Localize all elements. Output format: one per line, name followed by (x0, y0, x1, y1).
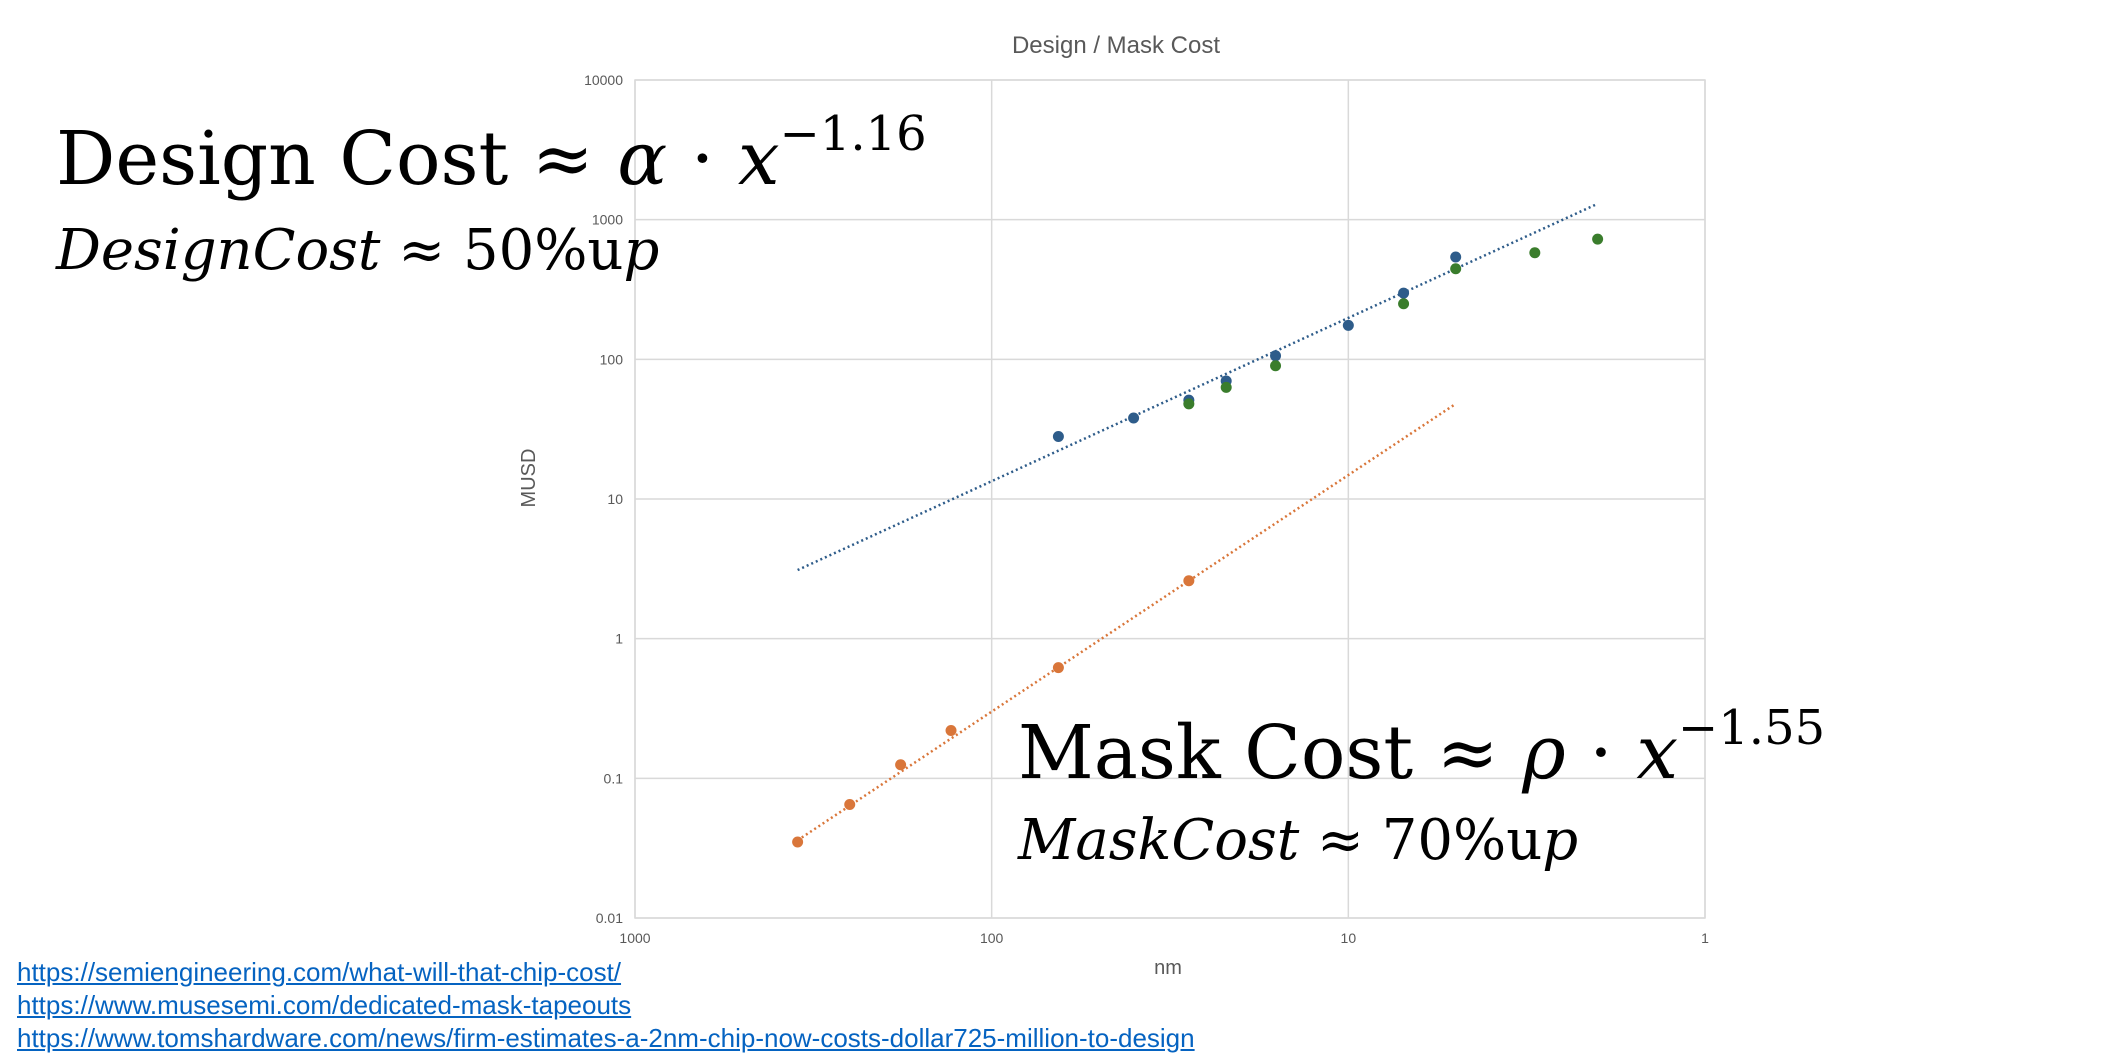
design-cost-label: Design Cost (56, 116, 509, 202)
y-tick-label: 1 (615, 631, 623, 647)
mask-growth-unit: u (1506, 808, 1543, 873)
rho-symbol: ρ (1522, 710, 1566, 796)
mask-exponent: −1.55 (1678, 700, 1826, 756)
y-tick-label: 100 (600, 351, 624, 367)
data-point-series-0 (1398, 287, 1410, 299)
data-point-series-1 (1529, 247, 1541, 259)
mask-cost-label: Mask Cost (1018, 710, 1414, 796)
data-point-series-2 (895, 759, 907, 771)
trendlines (796, 202, 1599, 842)
data-point-series-0 (1270, 350, 1282, 362)
data-point-series-1 (1450, 263, 1462, 275)
dot-symbol: · (690, 116, 715, 202)
mask-cost-growth-label: MaskCost (1018, 808, 1300, 873)
y-tick-label: 1000 (592, 212, 623, 228)
x-tick-label: 1000 (619, 930, 650, 946)
design-cost-growth: DesignCost ≈ 50%up (56, 218, 659, 283)
design-cost-growth-label: DesignCost (56, 218, 381, 283)
approx-symbol: ≈ (531, 116, 594, 202)
source-links: https://semiengineering.com/what-will-th… (17, 956, 1195, 1055)
trendline-series-2 (796, 402, 1457, 842)
data-point-series-1 (1398, 298, 1410, 310)
data-point-series-2 (1183, 575, 1195, 587)
x-tick-label: 1 (1701, 930, 1709, 946)
data-point-series-0 (1450, 251, 1462, 263)
mask-growth-tail: p (1542, 808, 1579, 873)
data-point-series-0 (1342, 319, 1354, 331)
data-point-series-1 (1270, 360, 1282, 372)
dot-symbol: · (1589, 710, 1613, 796)
plot-border (634, 79, 1706, 919)
grid (634, 79, 1706, 919)
design-growth-unit: u (587, 218, 624, 283)
mask-cost-growth: MaskCost ≈ 70%up (1018, 808, 1578, 873)
chart-title: Design / Mask Cost (1012, 32, 1220, 59)
data-point-series-2 (792, 836, 804, 848)
x-variable: x (1636, 710, 1679, 796)
x-axis-title: nm (1154, 957, 1182, 979)
approx-symbol: ≈ (398, 218, 446, 283)
data-point-series-2 (844, 798, 856, 810)
data-point-series-1 (1592, 233, 1604, 245)
design-cost-equation: Design Cost ≈ α · x−1.16 (56, 106, 927, 202)
x-tick-label: 100 (980, 930, 1004, 946)
data-point-series-0 (1128, 412, 1140, 424)
x-tick-label: 10 (1341, 930, 1357, 946)
y-tick-label: 10000 (584, 72, 623, 88)
trendline-series-0 (797, 202, 1599, 572)
source-link-tomshardware[interactable]: https://www.tomshardware.com/news/firm-e… (17, 1023, 1195, 1053)
mask-cost-equation: Mask Cost ≈ ρ · x−1.55 (1018, 700, 1825, 796)
data-point-series-2 (945, 725, 957, 737)
design-growth-tail: p (623, 218, 660, 283)
mask-growth-percent: 70% (1381, 808, 1507, 873)
tick-labels: 0.01 0.1 1 10 100 1000 10000 1000 100 10 1 (584, 72, 1709, 946)
alpha-symbol: α (617, 116, 668, 202)
source-link-semiengineering[interactable]: https://semiengineering.com/what-will-th… (17, 957, 622, 987)
data-point-series-0 (1052, 431, 1064, 443)
approx-symbol: ≈ (1436, 710, 1499, 796)
data-point-series-1 (1220, 381, 1232, 393)
y-tick-label: 10 (607, 491, 623, 507)
design-exponent: −1.16 (779, 106, 927, 162)
data-point-series-1 (1183, 398, 1195, 410)
design-growth-percent: 50% (462, 218, 588, 283)
y-tick-label: 0.01 (596, 910, 623, 926)
source-link-musesemi[interactable]: https://www.musesemi.com/dedicated-mask-… (17, 990, 632, 1020)
approx-symbol: ≈ (1317, 808, 1364, 873)
y-axis-title: MUSD (518, 449, 540, 508)
x-variable: x (737, 116, 780, 202)
y-tick-label: 0.1 (604, 770, 624, 786)
data-points (792, 233, 1604, 848)
data-point-series-2 (1052, 662, 1064, 674)
